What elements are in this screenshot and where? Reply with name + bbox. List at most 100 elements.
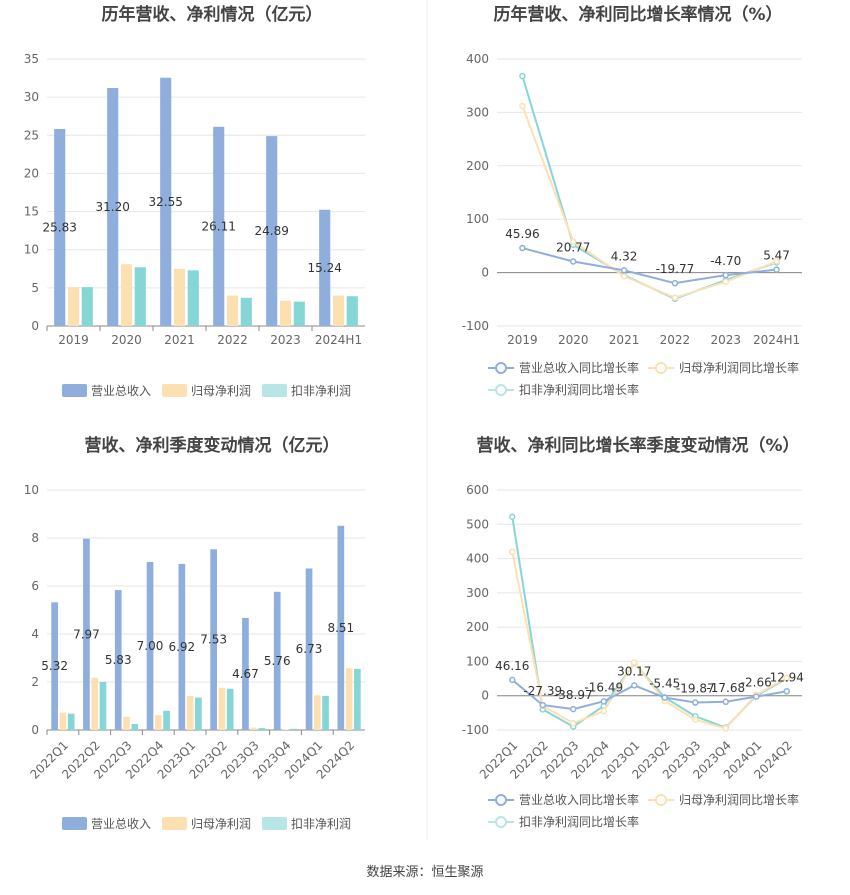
y-tick-label: 600 <box>466 483 489 497</box>
bar-value-label: 7.53 <box>200 633 227 647</box>
legend-label-revenue: 营业总收入 <box>91 384 151 398</box>
bar-parent-np <box>91 678 98 730</box>
legend-swatch-deducted-np <box>262 384 287 397</box>
y-tick-label: 0 <box>31 723 39 737</box>
bar-parent-np <box>155 715 162 730</box>
line-value-label: 46.16 <box>495 659 529 673</box>
bar-value-label: 5.76 <box>264 654 291 668</box>
line-value-label: 4.32 <box>611 249 638 263</box>
legend-label-deducted-np-growth-q: 扣非净利润同比增长率 <box>519 814 639 829</box>
y-tick-label: 20 <box>24 166 39 180</box>
line-point <box>622 274 627 279</box>
bar-value-label: 7.00 <box>137 639 164 653</box>
legend-marker-revenue-growth <box>496 363 506 373</box>
x-tick-label: 2023 <box>270 333 301 347</box>
legend-marker-parent-np-growth <box>656 363 666 373</box>
bar-deducted-np <box>347 296 358 326</box>
x-tick-label: 2024H1 <box>315 333 362 347</box>
bar-parent-np <box>174 269 185 326</box>
y-tick-label: 2 <box>31 675 39 689</box>
bar-deducted-np <box>354 669 361 730</box>
line-value-label: 5.47 <box>763 249 790 263</box>
y-tick-label: 100 <box>466 654 489 668</box>
y-tick-label: 200 <box>466 159 489 173</box>
x-tick-label: 2022 <box>660 333 691 347</box>
bar-parent-np <box>187 696 194 730</box>
line-point <box>723 699 728 704</box>
bar-parent-np <box>68 287 79 326</box>
data-source-footer: 数据来源：恒生聚源 <box>0 861 850 880</box>
legend-label-deducted-np: 扣非净利润 <box>291 384 351 398</box>
legend-marker-deducted-np-growth-q <box>496 817 506 827</box>
line-point <box>520 246 525 251</box>
line-value-label: -16.49 <box>584 680 623 694</box>
bar-value-label: 6.92 <box>168 640 195 654</box>
line-point <box>520 103 525 108</box>
y-tick-label: 10 <box>24 243 39 257</box>
quarterly-growth-line-chart: -10001002003004005006002022Q12022Q22022Q… <box>462 483 804 782</box>
bar-value-label: 5.32 <box>41 659 68 673</box>
legend-quarterly-values: 营业总收入 归母净利润 扣非净利润 <box>62 817 351 831</box>
chart-title-annual-growth: 历年营收、净利同比增长率情况（%） <box>493 4 782 25</box>
legend-swatch-parent-np-q <box>162 817 187 830</box>
x-tick-label: 2019 <box>507 333 538 347</box>
legend-label-deducted-np-q: 扣非净利润 <box>291 817 351 831</box>
bar-parent-np <box>227 295 238 326</box>
bar-deducted-np <box>227 689 234 730</box>
bar-value-label: 4.67 <box>232 667 259 681</box>
bar-deducted-np <box>82 287 93 326</box>
y-tick-label: 0 <box>481 689 489 703</box>
line-value-label: 30.17 <box>617 664 651 678</box>
bar-parent-np <box>314 695 321 730</box>
line-point <box>723 273 728 278</box>
y-tick-label: 4 <box>31 627 39 641</box>
bar-deducted-np <box>188 270 199 326</box>
legend-swatch-deducted-np-q <box>262 817 287 830</box>
line-point <box>622 268 627 273</box>
line-point <box>784 689 789 694</box>
x-tick-label: 2019 <box>58 333 89 347</box>
legend-label-revenue-q: 营业总收入 <box>91 817 151 831</box>
line-point <box>540 703 545 708</box>
line-point <box>723 279 728 284</box>
legend-label-parent-np-q: 归母净利润 <box>191 817 251 831</box>
x-tick-label: 2021 <box>609 333 640 347</box>
x-tick-label: 2020 <box>111 333 142 347</box>
x-tick-label: 2021 <box>164 333 195 347</box>
bar-parent-np <box>346 668 353 730</box>
x-tick-label: 2023 <box>710 333 741 347</box>
bar-deducted-np <box>195 698 202 730</box>
line-point <box>510 677 515 682</box>
bar-value-label: 5.83 <box>105 653 132 667</box>
x-tick-label: 2022 <box>217 333 248 347</box>
y-tick-label: 10 <box>24 483 39 497</box>
bar-deducted-np <box>131 724 138 730</box>
bar-deducted-np <box>68 714 75 730</box>
line-point <box>571 707 576 712</box>
legend-marker-revenue-growth-q <box>496 795 506 805</box>
y-tick-label: -100 <box>462 723 489 737</box>
line-point <box>571 259 576 264</box>
y-tick-label: -100 <box>462 319 489 333</box>
legend-annual-growth: 营业总收入同比增长率 归母净利润同比增长率 扣非净利润同比增长率 <box>488 360 799 397</box>
bar-value-label: 26.11 <box>202 219 236 233</box>
legend-label-revenue-growth-q: 营业总收入同比增长率 <box>519 792 639 807</box>
legend-annual-values: 营业总收入 归母净利润 扣非净利润 <box>62 384 351 398</box>
line-point <box>693 717 698 722</box>
y-tick-label: 0 <box>481 266 489 280</box>
bar-parent-np <box>123 717 130 730</box>
bar-parent-np <box>219 688 226 730</box>
line-point <box>601 699 606 704</box>
line-point <box>510 549 515 554</box>
bar-parent-np <box>280 301 291 326</box>
x-tick-label: 2020 <box>558 333 589 347</box>
line-point <box>662 695 667 700</box>
legend-label-parent-np: 归母净利润 <box>191 384 251 398</box>
bar-value-label: 32.55 <box>149 195 183 209</box>
bar-parent-np <box>60 713 67 730</box>
legend-label-revenue-growth: 营业总收入同比增长率 <box>519 360 639 375</box>
line-point <box>723 726 728 731</box>
bar-parent-np <box>333 295 344 326</box>
